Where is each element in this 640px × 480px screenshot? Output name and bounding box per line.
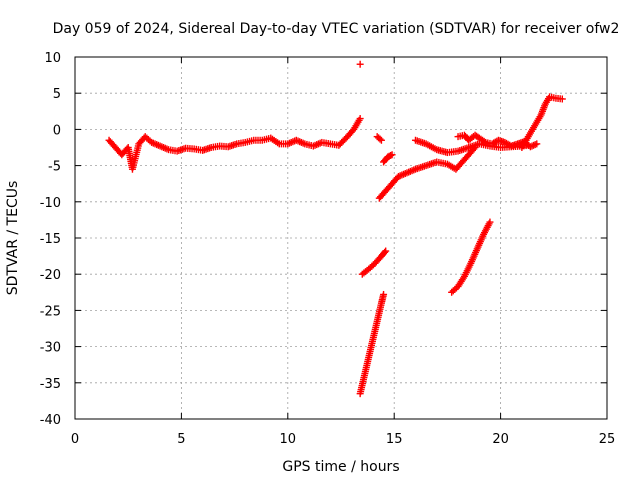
x-tick-label: 15 — [386, 432, 403, 447]
y-tick-label: -10 — [40, 196, 61, 211]
x-tick-label: 25 — [599, 432, 616, 447]
data-point — [531, 141, 539, 149]
y-tick-label: -30 — [40, 341, 61, 356]
data-point — [387, 151, 395, 159]
data-point — [380, 290, 388, 298]
x-tick-label: 0 — [71, 432, 79, 447]
y-tick-label: -20 — [40, 268, 61, 283]
data-point — [533, 140, 541, 148]
x-axis-label: GPS time / hours — [282, 459, 399, 475]
y-tick-label: 0 — [53, 123, 61, 138]
axis-ticks: 0 5 10 15 20 25 10 5 0 -5 -10 -15 -20 -25 -30 -35 -40 — [40, 51, 616, 447]
x-tick-label: 5 — [177, 432, 185, 447]
chart-title: Day 059 of 2024, Sidereal Day-to-day VTE… — [53, 21, 620, 37]
y-tick-label: -5 — [48, 160, 61, 175]
data-points — [105, 60, 566, 398]
data-point — [377, 136, 385, 144]
data-point — [480, 137, 488, 145]
y-tick-label: 10 — [44, 51, 61, 66]
data-point — [382, 247, 390, 255]
x-tick-label: 10 — [280, 432, 297, 447]
data-point — [530, 141, 538, 149]
data-point — [356, 115, 364, 123]
y-tick-label: -35 — [40, 377, 61, 392]
data-point — [526, 143, 534, 151]
grid-lines — [75, 57, 607, 419]
y-axis-label: SDTVAR / TECUs — [5, 181, 21, 296]
data-point — [388, 151, 396, 159]
y-tick-label: 5 — [53, 87, 61, 102]
y-tick-label: -15 — [40, 232, 61, 247]
data-point — [376, 135, 384, 143]
data-point — [558, 95, 566, 103]
x-tick-label: 20 — [492, 432, 509, 447]
data-point — [528, 142, 536, 150]
plot-frame — [74, 56, 608, 420]
data-point — [356, 60, 364, 68]
y-tick-label: -40 — [40, 413, 61, 428]
data-point — [486, 218, 494, 226]
data-point — [381, 248, 389, 256]
y-tick-label: -25 — [40, 304, 61, 319]
